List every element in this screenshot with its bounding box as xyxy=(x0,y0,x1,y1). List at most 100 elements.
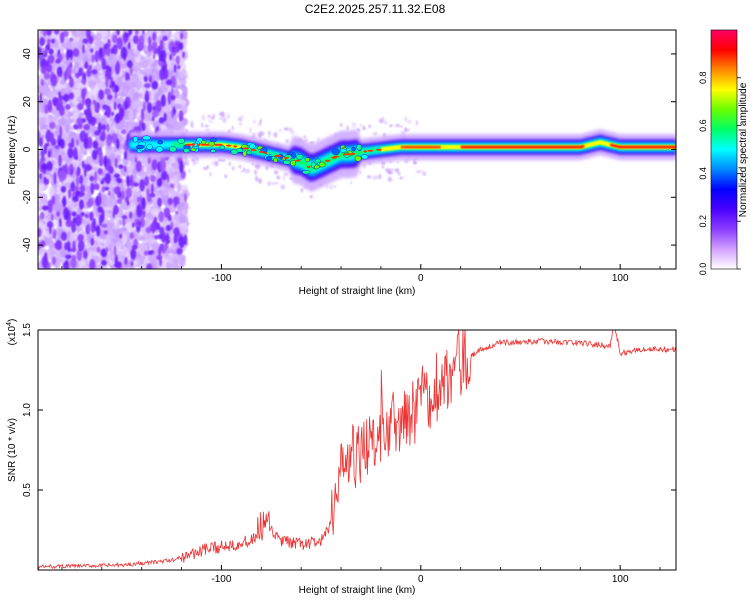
noise-speckle-dark xyxy=(42,30,47,37)
sparse-speckle xyxy=(203,168,208,171)
signal-blob xyxy=(351,147,356,152)
noise-speckle-dark xyxy=(90,182,95,195)
sparse-speckle xyxy=(189,120,194,127)
noise-speckle-dark xyxy=(173,196,180,206)
signal-hotspot xyxy=(200,143,206,146)
sparse-speckle xyxy=(258,177,262,181)
noise-speckle-dark xyxy=(120,46,128,60)
noise-speckle-dark xyxy=(178,236,185,249)
noise-speckle-dark xyxy=(43,72,51,80)
noise-speckle-dark xyxy=(147,102,153,114)
sparse-speckle xyxy=(359,123,363,127)
noise-speckle xyxy=(169,188,176,194)
noise-speckle xyxy=(58,117,67,126)
colorbar-tick-label: 0.0 xyxy=(698,263,708,276)
noise-speckle-dark xyxy=(83,123,90,131)
signal-hotspot xyxy=(251,148,255,151)
noise-speckle-dark xyxy=(159,258,162,267)
noise-speckle-dark xyxy=(149,222,157,233)
sparse-speckle xyxy=(381,165,385,169)
noise-speckle xyxy=(132,108,138,116)
noise-speckle-dark xyxy=(157,178,162,188)
noise-speckle-dark xyxy=(91,69,98,75)
noise-speckle xyxy=(157,30,162,35)
sparse-speckle xyxy=(413,161,416,165)
sparse-speckle xyxy=(404,116,407,122)
noise-speckle-dark xyxy=(41,255,49,269)
spectrogram-y-label: Frequency (Hz) xyxy=(7,116,18,185)
noise-speckle xyxy=(123,121,130,129)
noise-speckle-dark xyxy=(39,173,42,180)
noise-speckle xyxy=(59,79,67,85)
sparse-speckle xyxy=(389,124,393,128)
sparse-speckle xyxy=(328,184,334,190)
sparse-speckle xyxy=(334,185,337,188)
noise-speckle-dark xyxy=(85,110,93,121)
sparse-speckle xyxy=(214,160,219,167)
noise-speckle xyxy=(180,79,187,85)
noise-speckle-dark xyxy=(128,30,133,35)
noise-speckle-dark xyxy=(50,213,54,221)
noise-speckle xyxy=(139,56,145,61)
noise-speckle-dark xyxy=(46,30,52,36)
snr-frame xyxy=(37,329,677,571)
noise-speckle xyxy=(183,30,188,41)
noise-speckle-dark xyxy=(53,30,60,35)
signal-hotspot xyxy=(217,143,223,146)
noise-speckle-dark xyxy=(107,38,111,49)
noise-speckle-dark xyxy=(62,30,69,38)
snr-series-line xyxy=(38,330,676,570)
noise-speckle xyxy=(119,149,126,155)
noise-speckle-dark xyxy=(124,71,128,81)
noise-speckle-dark xyxy=(49,223,52,235)
noise-speckle-dark xyxy=(133,182,139,187)
noise-speckle xyxy=(86,41,92,53)
noise-speckle xyxy=(51,109,56,116)
noise-speckle xyxy=(126,53,133,63)
signal-hotspot xyxy=(225,144,232,147)
spectrogram-y-ticks: -40 -20 0 20 40 xyxy=(22,48,676,252)
noise-speckle-dark xyxy=(113,186,121,195)
sparse-speckle xyxy=(406,128,410,132)
noise-speckle-dark xyxy=(113,204,119,215)
noise-speckle xyxy=(122,87,127,95)
noise-speckle-dark xyxy=(180,32,184,40)
noise-speckle xyxy=(72,30,77,36)
signal-blob xyxy=(291,152,297,159)
noise-speckle-dark xyxy=(68,164,74,170)
noise-speckle xyxy=(144,216,152,227)
noise-speckle-dark xyxy=(57,139,64,147)
signal-hotspot xyxy=(363,150,368,153)
sparse-speckle xyxy=(350,181,353,184)
noise-speckle-dark xyxy=(76,117,83,125)
noise-speckle-dark xyxy=(83,250,88,259)
noise-speckle-dark xyxy=(159,159,167,173)
noise-speckle-dark xyxy=(151,159,158,171)
noise-speckle xyxy=(151,63,156,68)
noise-speckle xyxy=(66,181,72,188)
noise-speckle xyxy=(127,166,133,174)
sparse-speckle xyxy=(210,116,215,120)
noise-speckle-dark xyxy=(116,261,122,269)
noise-speckle-dark xyxy=(71,137,75,149)
noise-speckle xyxy=(129,83,134,90)
noise-speckle-dark xyxy=(137,41,145,50)
sparse-speckle xyxy=(394,168,400,173)
noise-speckle-dark xyxy=(117,177,122,184)
sparse-speckle xyxy=(400,125,403,128)
noise-speckle xyxy=(127,221,133,234)
noise-speckle-dark xyxy=(66,64,72,78)
sparse-speckle xyxy=(276,175,281,180)
noise-speckle-dark xyxy=(67,147,74,159)
noise-speckle xyxy=(171,242,177,250)
signal-blob xyxy=(302,170,311,175)
sparse-speckle xyxy=(211,160,216,166)
noise-speckle-dark xyxy=(141,108,145,122)
spectrogram-panel: -100 0 100 -40 -20 0 20 40 Height of straight … xyxy=(7,29,677,297)
noise-speckle-dark xyxy=(144,83,151,89)
noise-speckle-dark xyxy=(147,250,153,256)
noise-speckle-dark xyxy=(137,221,142,226)
noise-speckle-dark xyxy=(152,44,156,52)
noise-speckle-dark xyxy=(161,49,167,63)
noise-speckle-dark xyxy=(151,183,154,195)
